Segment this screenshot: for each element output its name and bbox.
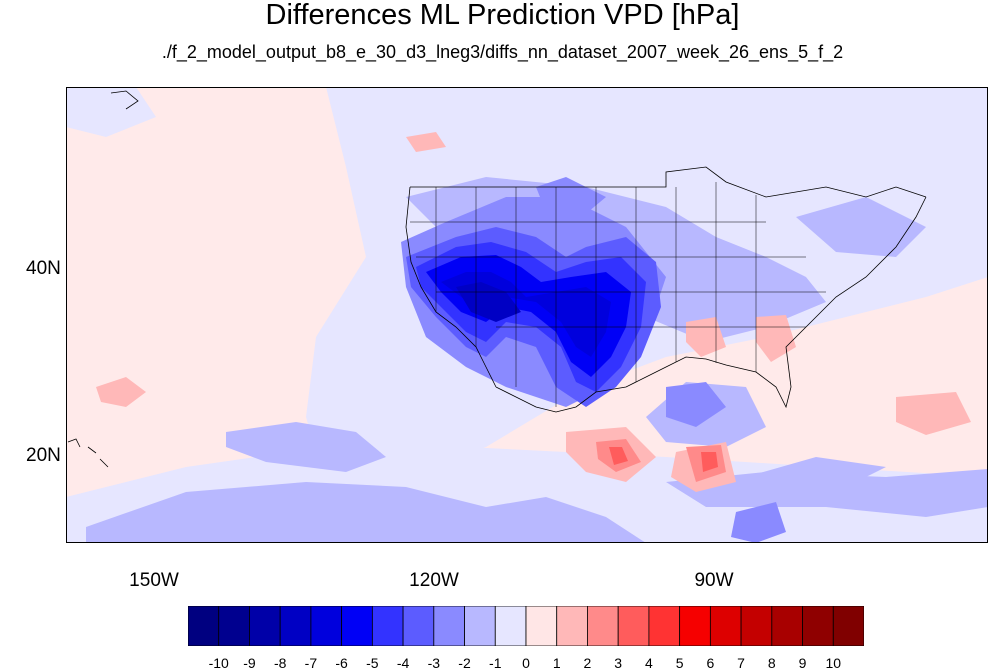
map-subtitle: ./f_2_model_output_b8_e_30_d3_lneg3/diff… [161,42,844,62]
colorbar-tick-label: 9 [798,655,807,671]
colorbar-tick-label: -4 [396,655,410,671]
state-boundaries [410,182,826,407]
colorbar-box [617,606,650,646]
lon-label-120w: 120W [409,570,459,591]
colorbar-box [802,606,834,646]
colorbar-box [371,606,404,646]
colorbar-box [832,606,864,646]
colorbar-tick-label: -2 [458,655,471,671]
colorbar-tick-label: 5 [675,655,684,671]
colorbar-tick-label: -6 [335,655,348,671]
colorbar-tick-label: 1 [552,655,561,671]
colorbar-box [525,606,558,646]
colorbar-box [218,606,250,646]
map-title: Differences ML Prediction VPD [hPa] [265,0,740,31]
colorbar-box [587,606,619,646]
colorbar-box [771,606,803,646]
colorbar-box [279,606,312,646]
colorbar-box [402,606,435,646]
strong-blue-regions [406,227,661,407]
colorbar-box [433,606,465,646]
colorbar-box [648,606,681,646]
lon-label-90w: 90W [694,570,734,591]
colorbar-tick-label: -7 [304,655,318,671]
colorbar-box [188,606,220,646]
colorbar-tick-label: -1 [489,655,502,671]
colorbar-box [341,606,373,646]
colorbar-tick-label: -3 [427,655,441,671]
colorbar-box [310,606,343,646]
colorbar-tick-label: 10 [825,655,842,671]
colorbar-tick-label: -8 [273,655,287,671]
colorbar-box [740,606,773,646]
colorbar-tick-label: 6 [706,655,715,671]
colorbar-tick-label: 0 [522,655,530,671]
map-canvas [66,87,988,543]
lat-label-20n: 20N [26,445,61,466]
lon-label-150w: 150W [129,570,179,591]
colorbar-tick-label: 7 [737,655,745,671]
colorbar-tick-label: 4 [645,655,653,671]
colorbar-tick-label: 8 [767,655,776,671]
colorbar-box [494,606,527,646]
positive-regions [96,132,971,492]
map-frame [66,87,988,543]
colorbar-tick-label: -5 [366,655,379,671]
map-panel [66,87,988,543]
colorbar-box [249,606,281,646]
colorbar-tick-label: 3 [614,655,623,671]
colorbar-tick-label: 2 [583,655,592,671]
colorbar-box [464,606,496,646]
colorbar-box [679,606,711,646]
colorbar-box [709,606,742,646]
colorbar [188,606,864,646]
lat-label-40n: 40N [26,258,61,279]
colorbar-tick-label: -9 [243,655,256,671]
colorbar-tick-label: -10 [208,655,229,671]
colorbar-box [556,606,588,646]
